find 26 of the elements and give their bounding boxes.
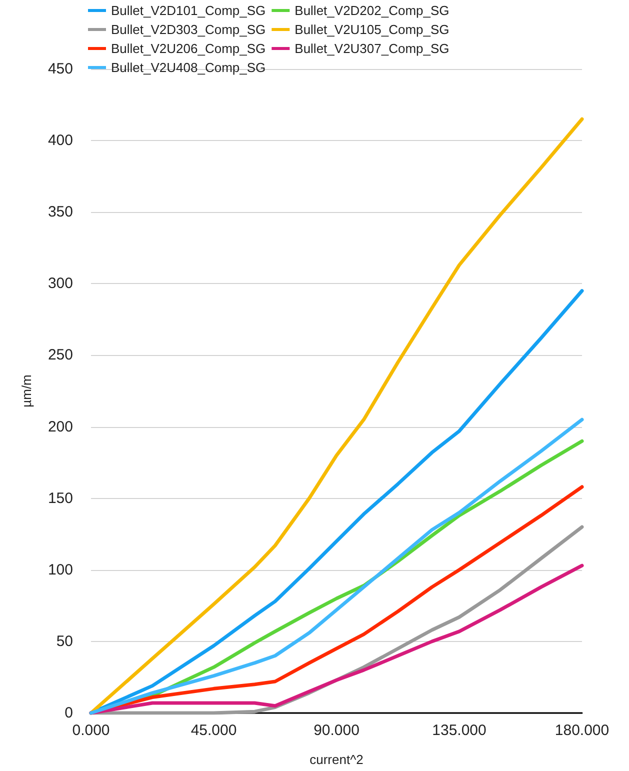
x-tick-label: 0.000	[72, 722, 110, 739]
x-tick-label: 180.000	[554, 722, 610, 739]
y-tick-label: 150	[48, 490, 73, 507]
line-series	[89, 564, 584, 715]
y-tick-label: 400	[48, 132, 73, 150]
legend-label: Bullet_V2U307_Comp_SG	[294, 41, 450, 56]
line-series	[89, 117, 584, 715]
y-tick-label: 100	[48, 561, 73, 578]
y-tick-label: 250	[48, 346, 73, 364]
y-tick-label: 450	[48, 60, 73, 78]
legend-label: Bullet_V2D101_Comp_SG	[111, 3, 266, 18]
legend-label: Bullet_V2U408_Comp_SG	[111, 60, 266, 75]
legend-label: Bullet_V2U206_Comp_SG	[111, 41, 266, 56]
x-axis-title: current^2	[310, 752, 364, 767]
y-tick-label: 350	[48, 204, 73, 221]
legend-label: Bullet_V2U105_Comp_SG	[294, 22, 450, 37]
x-tick-label: 90.000	[314, 722, 360, 739]
x-tick-label: 45.000	[190, 722, 237, 739]
y-tick-label: 0	[64, 704, 73, 722]
y-tick-label: 300	[48, 275, 73, 292]
x-tick-label: 135.000	[432, 722, 486, 739]
y-axis-title: µm/m	[19, 374, 34, 408]
y-tick-label: 200	[48, 418, 73, 436]
legend-label: Bullet_V2D303_Comp_SG	[111, 22, 266, 37]
y-tick-label: 50	[56, 632, 73, 650]
legend-label: Bullet_V2D202_Comp_SG	[294, 3, 450, 18]
